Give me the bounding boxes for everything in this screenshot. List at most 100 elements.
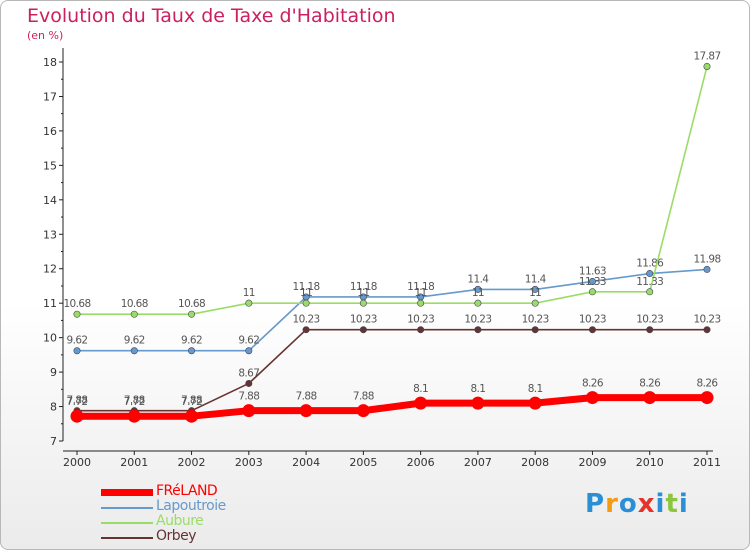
data-point-fr-land — [643, 391, 657, 405]
series-line-fr-land — [77, 394, 707, 420]
data-point-lapoutroie — [73, 347, 81, 355]
data-point-fr-land — [585, 391, 599, 405]
data-point-orbey — [302, 326, 310, 334]
data-label-lapoutroie: 11.4 — [525, 273, 547, 285]
data-point-fr-land — [70, 409, 84, 423]
data-label-fr-land: 7.72 — [181, 396, 202, 408]
logo-letter: t — [665, 489, 679, 519]
y-tick-label: 17 — [43, 90, 57, 103]
data-label-orbey: 10.23 — [350, 314, 377, 326]
data-label-orbey: 10.23 — [579, 314, 606, 326]
data-point-orbey — [703, 326, 711, 334]
data-label-lapoutroie: 11.63 — [579, 265, 606, 277]
data-point-lapoutroie — [703, 265, 711, 273]
data-point-aubure — [531, 299, 539, 307]
data-label-aubure: 11.33 — [579, 276, 606, 288]
data-label-lapoutroie: 9.62 — [67, 335, 88, 347]
data-point-fr-land — [356, 404, 370, 418]
logo-letter: r — [605, 489, 619, 519]
logo-letter: x — [637, 489, 656, 519]
legend-label: Aubure — [156, 513, 204, 529]
data-label-fr-land: 7.88 — [296, 391, 317, 403]
x-tick-label: 2003 — [235, 456, 263, 469]
data-point-aubure — [359, 299, 367, 307]
data-point-aubure — [188, 310, 196, 318]
data-label-aubure: 17.87 — [693, 50, 720, 62]
data-label-lapoutroie: 11.86 — [636, 258, 664, 270]
data-point-aubure — [474, 299, 482, 307]
data-point-orbey — [531, 326, 539, 334]
data-label-aubure: 11 — [529, 287, 541, 299]
data-label-orbey: 7.88 — [67, 395, 88, 407]
data-point-fr-land — [528, 396, 542, 410]
data-point-aubure — [130, 310, 138, 318]
data-point-lapoutroie — [474, 285, 482, 293]
data-label-orbey: 10.23 — [407, 314, 434, 326]
data-label-aubure: 11 — [243, 287, 255, 299]
x-tick-label: 2002 — [178, 456, 206, 469]
data-label-fr-land: 8.1 — [413, 383, 428, 395]
data-point-fr-land — [299, 404, 313, 418]
y-tick-label: 9 — [50, 366, 57, 379]
data-point-aubure — [302, 299, 310, 307]
x-tick-label: 2006 — [407, 456, 435, 469]
data-point-orbey — [646, 326, 654, 334]
x-tick-label: 2001 — [120, 456, 148, 469]
data-point-lapoutroie — [588, 277, 596, 285]
y-tick-label: 8 — [50, 401, 57, 414]
data-label-fr-land: 7.88 — [238, 391, 259, 403]
data-label-lapoutroie: 11.98 — [693, 253, 720, 265]
data-label-fr-land: 8.26 — [697, 378, 719, 390]
data-point-fr-land — [242, 404, 256, 418]
data-point-fr-land — [471, 396, 485, 410]
data-label-aubure: 11.33 — [636, 276, 663, 288]
data-point-aubure — [703, 62, 711, 70]
x-tick-label: 2000 — [63, 456, 91, 469]
data-label-orbey: 10.23 — [464, 314, 491, 326]
data-point-fr-land — [414, 396, 428, 410]
data-point-orbey — [588, 326, 596, 334]
logo-letter: o — [618, 489, 638, 519]
y-tick-label: 14 — [43, 194, 57, 207]
data-point-aubure — [588, 288, 596, 296]
data-point-fr-land — [185, 409, 199, 423]
data-label-orbey: 7.88 — [124, 395, 145, 407]
data-label-aubure: 11 — [300, 287, 312, 299]
data-label-aubure: 11 — [357, 287, 369, 299]
x-tick-label: 2010 — [636, 456, 664, 469]
legend-label: Lapoutroie — [156, 498, 226, 514]
y-tick-label: 10 — [43, 332, 57, 345]
data-label-lapoutroie: 9.62 — [181, 335, 202, 347]
data-label-lapoutroie: 9.62 — [124, 335, 145, 347]
data-label-aubure: 11 — [415, 287, 427, 299]
data-label-lapoutroie: 11.18 — [407, 281, 434, 293]
logo-letter: P — [585, 489, 606, 519]
data-point-lapoutroie — [245, 347, 253, 355]
legend-swatch — [101, 522, 153, 524]
data-label-orbey: 10.23 — [636, 314, 663, 326]
x-tick-label: 2008 — [521, 456, 549, 469]
chart-title: Evolution du Taux de Taxe d'Habitation — [27, 5, 396, 27]
data-point-aubure — [646, 288, 654, 296]
data-label-fr-land: 8.1 — [528, 383, 543, 395]
logo-letter: i — [678, 489, 689, 519]
legend-swatch — [101, 489, 153, 496]
data-label-fr-land: 8.26 — [582, 378, 604, 390]
data-label-fr-land: 8.26 — [639, 378, 661, 390]
data-point-lapoutroie — [531, 285, 539, 293]
data-point-aubure — [73, 310, 81, 318]
data-label-aubure: 11 — [472, 287, 484, 299]
data-label-fr-land: 7.88 — [353, 391, 374, 403]
data-point-orbey — [245, 379, 253, 387]
data-point-aubure — [417, 299, 425, 307]
data-point-lapoutroie — [188, 347, 196, 355]
x-tick-label: 2009 — [578, 456, 606, 469]
data-label-lapoutroie: 11.18 — [293, 281, 320, 293]
data-label-orbey: 10.23 — [293, 314, 320, 326]
x-tick-label: 2011 — [693, 456, 721, 469]
data-label-lapoutroie: 11.18 — [350, 281, 377, 293]
data-point-fr-land — [127, 409, 141, 423]
data-label-orbey: 8.67 — [238, 367, 259, 379]
data-point-lapoutroie — [646, 270, 654, 278]
